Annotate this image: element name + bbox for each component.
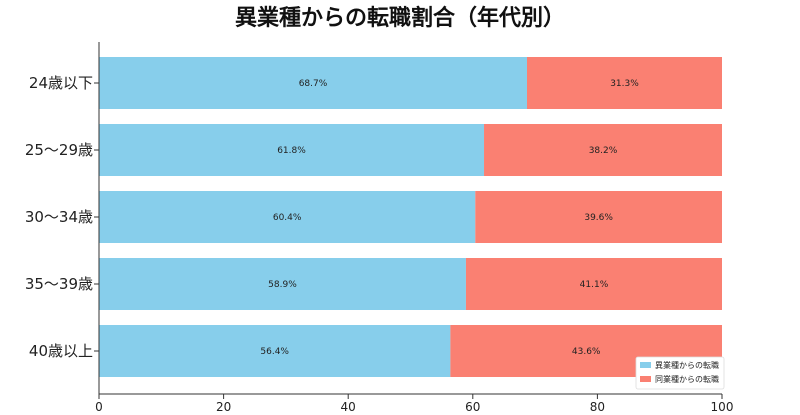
bar-segment-series-2	[465, 258, 722, 310]
x-tick-label: 80	[590, 400, 605, 414]
data-label: 41.1%	[580, 280, 609, 290]
x-tick-label: 40	[341, 400, 356, 414]
data-label: 68.7%	[299, 79, 328, 89]
data-labels: 68.7% 31.3% 61.8% 38.2% 60.4% 39.6% 58.9% 41.1%…	[260, 79, 639, 357]
bar-segment-series-2	[484, 124, 722, 176]
category-labels: 24歳以下 25〜29歳 30〜34歳 35〜39歳 40歳以上	[25, 74, 99, 360]
x-tick-label: 20	[216, 400, 231, 414]
data-label: 43.6%	[572, 347, 601, 357]
bar-segment-series-1	[99, 124, 485, 176]
data-label: 56.4%	[260, 347, 289, 357]
legend-label-series-2: 同業種からの転職	[655, 374, 719, 384]
category-label: 24歳以下	[29, 74, 93, 92]
bar-segment-series-1	[99, 258, 466, 310]
category-label: 35〜39歳	[25, 275, 93, 293]
data-label: 61.8%	[277, 146, 306, 156]
category-label: 25〜29歳	[25, 141, 93, 159]
bars	[99, 57, 722, 377]
bar-segment-series-1	[99, 57, 528, 109]
bar-segment-series-1	[99, 191, 476, 243]
bar-segment-series-2	[475, 191, 722, 243]
data-label: 39.6%	[584, 213, 613, 223]
data-label: 38.2%	[589, 146, 618, 156]
x-tick-label: 0	[95, 400, 103, 414]
category-label: 40歳以上	[29, 342, 93, 360]
bar-segment-series-1	[99, 325, 451, 377]
chart-title: 異業種からの転職割合（年代別）	[235, 5, 565, 31]
data-label: 58.9%	[268, 280, 297, 290]
legend-box	[635, 356, 725, 390]
x-tick-label: 60	[465, 400, 480, 414]
x-tick-label: 100	[711, 400, 734, 414]
data-label: 60.4%	[273, 213, 302, 223]
x-ticks: 0 20 40 60 80 100	[95, 394, 733, 414]
bar-segment-series-2	[527, 57, 722, 109]
legend-swatch-series-1	[640, 362, 651, 368]
legend: 異業種からの転職 同業種からの転職	[635, 356, 725, 390]
legend-swatch-series-2	[640, 376, 651, 382]
legend-label-series-1: 異業種からの転職	[655, 360, 719, 370]
data-label: 31.3%	[610, 79, 639, 89]
category-label: 30〜34歳	[25, 208, 93, 226]
